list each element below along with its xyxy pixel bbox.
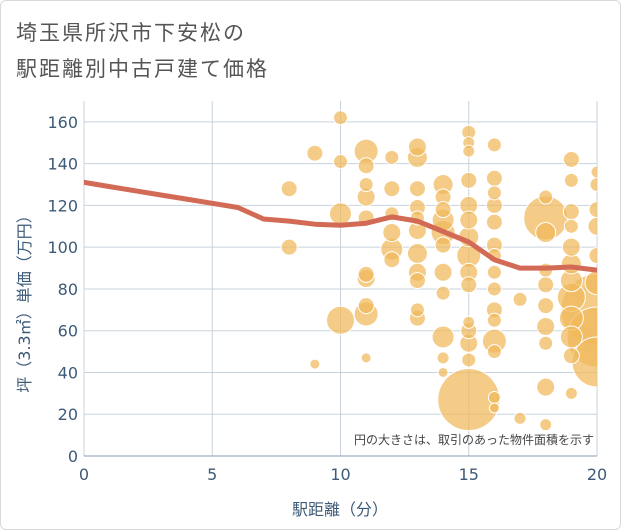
data-bubble bbox=[459, 210, 479, 230]
data-bubble bbox=[280, 180, 298, 198]
data-bubble bbox=[462, 315, 476, 329]
data-bubble bbox=[488, 402, 500, 414]
data-bubble bbox=[486, 281, 502, 297]
data-bubble bbox=[563, 218, 579, 234]
data-bubble bbox=[486, 137, 502, 153]
x-tick-label: 5 bbox=[207, 465, 217, 484]
x-tick-label: 10 bbox=[330, 465, 350, 484]
tick-layer: 0 20 40 60 80 100 120 140 160 0 5 10 15 20 bbox=[47, 113, 607, 484]
data-bubble bbox=[357, 265, 375, 283]
data-bubble bbox=[537, 276, 555, 294]
y-tick-label: 20 bbox=[58, 405, 78, 424]
data-bubble bbox=[512, 291, 528, 307]
data-bubble bbox=[437, 366, 449, 378]
x-tick-label: 20 bbox=[587, 465, 607, 484]
y-tick-label: 40 bbox=[58, 363, 78, 382]
y-tick-label: 120 bbox=[47, 196, 78, 215]
data-bubble bbox=[280, 238, 298, 256]
bubble-layer bbox=[280, 110, 597, 432]
y-tick-label: 160 bbox=[47, 113, 78, 132]
x-tick-label: 15 bbox=[459, 465, 479, 484]
data-bubble bbox=[306, 144, 324, 162]
data-bubble bbox=[406, 242, 428, 264]
data-bubble bbox=[461, 352, 477, 368]
data-bubble bbox=[562, 203, 580, 221]
data-bubble bbox=[408, 272, 426, 290]
data-bubble bbox=[435, 285, 451, 301]
data-bubble bbox=[538, 189, 554, 205]
data-bubble bbox=[326, 305, 355, 335]
bubble-size-note: 円の大きさは、取引のあった物件面積を示す bbox=[354, 432, 594, 447]
data-bubble bbox=[485, 213, 503, 231]
data-bubble bbox=[487, 391, 501, 405]
data-bubble bbox=[382, 223, 402, 243]
data-bubble bbox=[383, 180, 401, 198]
data-bubble bbox=[408, 180, 426, 198]
data-bubble bbox=[588, 201, 597, 219]
data-bubble bbox=[460, 276, 478, 294]
data-bubble bbox=[537, 297, 555, 315]
data-bubble bbox=[562, 347, 580, 365]
y-tick-label: 60 bbox=[58, 322, 78, 341]
data-bubble bbox=[460, 171, 478, 189]
data-bubble bbox=[433, 262, 453, 282]
data-bubble bbox=[485, 169, 503, 187]
data-bubble bbox=[486, 185, 502, 201]
data-bubble bbox=[561, 237, 581, 257]
data-bubble bbox=[434, 236, 452, 254]
data-bubble bbox=[358, 177, 374, 193]
data-bubble bbox=[384, 149, 400, 165]
data-bubble bbox=[462, 144, 476, 158]
data-bubble bbox=[559, 325, 583, 349]
y-tick-label: 0 bbox=[68, 447, 78, 466]
data-bubble bbox=[539, 418, 553, 432]
data-bubble bbox=[536, 377, 556, 397]
data-bubble bbox=[562, 150, 580, 168]
trend-line bbox=[84, 179, 597, 273]
data-bubble bbox=[407, 137, 427, 157]
data-bubble bbox=[436, 351, 450, 365]
x-axis-title: 駅距離（分） bbox=[292, 500, 388, 519]
data-bubble bbox=[564, 386, 578, 400]
data-bubble bbox=[333, 154, 348, 170]
data-bubble bbox=[333, 110, 348, 126]
data-bubble bbox=[584, 270, 597, 296]
data-bubble bbox=[536, 317, 556, 337]
chart-title-line-1: 埼玉県所沢市下安松の bbox=[16, 21, 246, 45]
data-bubble bbox=[431, 325, 455, 349]
data-bubble bbox=[486, 312, 502, 328]
data-bubble bbox=[560, 253, 582, 275]
data-bubble bbox=[486, 264, 502, 280]
y-tick-label: 140 bbox=[47, 155, 78, 174]
trend-layer bbox=[84, 179, 597, 273]
data-bubble bbox=[590, 165, 597, 179]
x-tick-label: 0 bbox=[79, 465, 89, 484]
data-bubble bbox=[409, 302, 425, 318]
data-bubble bbox=[587, 216, 597, 236]
data-bubble bbox=[357, 157, 375, 175]
data-bubble bbox=[563, 172, 579, 188]
data-bubble bbox=[588, 247, 597, 265]
data-bubble bbox=[329, 202, 352, 226]
data-bubble bbox=[513, 411, 527, 425]
data-bubble bbox=[383, 251, 401, 269]
data-bubble bbox=[434, 201, 452, 219]
data-bubble bbox=[309, 358, 321, 370]
data-bubble bbox=[589, 177, 597, 193]
data-bubble bbox=[360, 352, 372, 364]
data-bubble bbox=[357, 297, 375, 315]
chart-title-line-2: 駅距離別中古戸建て価格 bbox=[16, 57, 269, 81]
y-tick-label: 100 bbox=[47, 238, 78, 257]
y-axis-title: 坪（3.3㎡）単価（万円） bbox=[15, 207, 34, 392]
data-bubble bbox=[535, 222, 557, 244]
y-tick-label: 80 bbox=[58, 280, 78, 299]
data-bubble bbox=[538, 335, 554, 351]
data-bubble bbox=[486, 344, 502, 360]
